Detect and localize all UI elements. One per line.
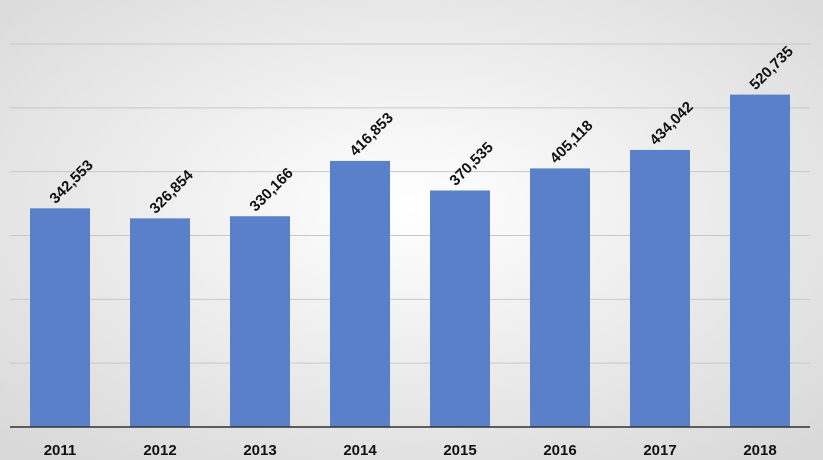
bar [730, 94, 790, 428]
x-tick-label: 2015 [443, 442, 476, 459]
x-tick-label: 2013 [243, 442, 276, 459]
bar [330, 160, 390, 428]
bar [230, 216, 290, 427]
bar [30, 208, 90, 427]
x-tick-label: 2012 [143, 442, 176, 459]
bar [430, 190, 490, 427]
bar [630, 149, 690, 427]
x-tick-label: 2011 [44, 442, 77, 459]
x-tick-label: 2014 [343, 442, 377, 459]
bar [130, 218, 190, 427]
x-tick-label: 2018 [743, 442, 776, 459]
x-tick-label: 2016 [543, 442, 576, 459]
x-tick-label: 2017 [643, 442, 676, 459]
bar [530, 168, 590, 428]
